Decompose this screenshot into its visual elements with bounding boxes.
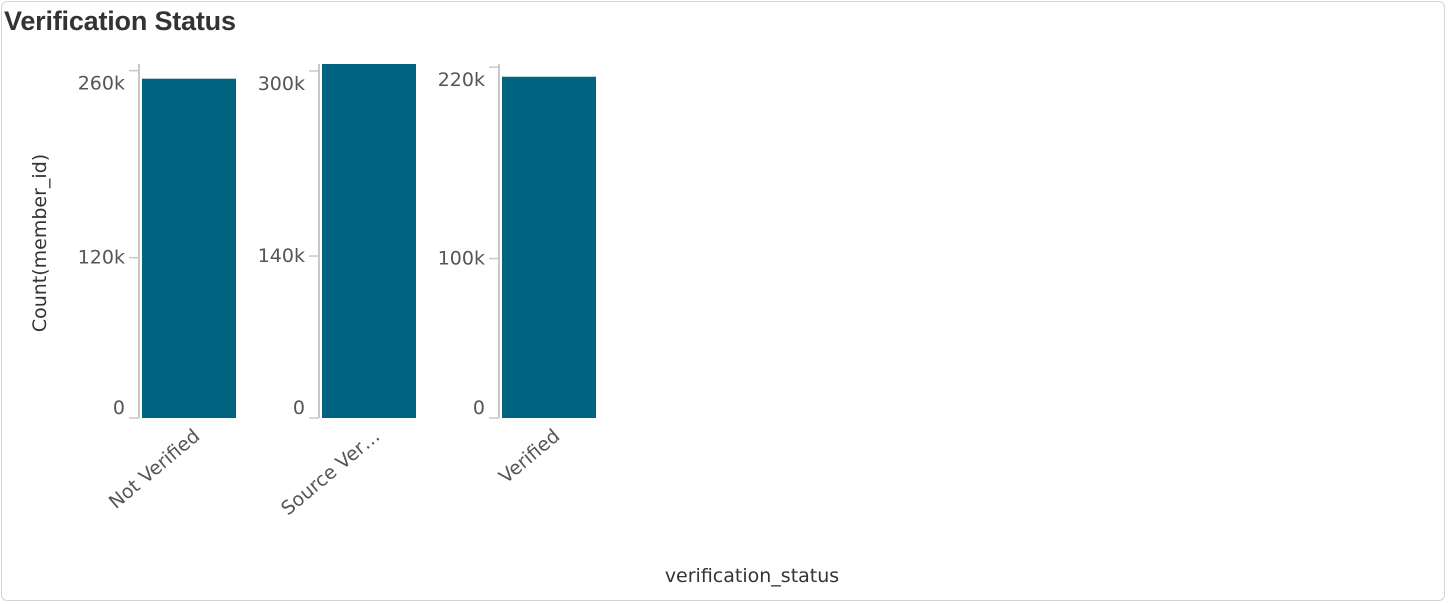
x-axis-title: verification_status [665,565,839,587]
x-tick-label: Source Ver… [277,425,384,520]
y-tick-label: 300k [258,73,305,95]
y-tick-label: 0 [473,397,485,419]
facet-3: 0 100k 220k Verified [438,64,596,488]
bar-2 [322,64,416,418]
y-axis-title: Count(member_id) [29,154,51,332]
y-tick-label: 100k [438,248,485,270]
facet-2: 0 140k 300k Source Ver… [258,64,416,520]
y-tick-label: 140k [258,245,305,267]
x-tick-label: Not Verified [105,425,204,513]
y-tick-label: 0 [293,397,305,419]
facet-1: 0 120k 260k Not Verified [78,64,236,513]
y-tick-label: 260k [78,73,125,95]
bar-3 [502,76,596,418]
y-tick-label: 220k [438,69,485,91]
bar-1 [142,78,236,418]
y-tick-label: 0 [113,397,125,419]
chart-title: Verification Status [4,6,236,36]
x-tick-label: Verified [495,425,564,488]
y-tick-label: 120k [78,247,125,269]
chart-facets: 0 120k 260k Not Verified 0 140k 300k Source Ver… [78,64,596,520]
